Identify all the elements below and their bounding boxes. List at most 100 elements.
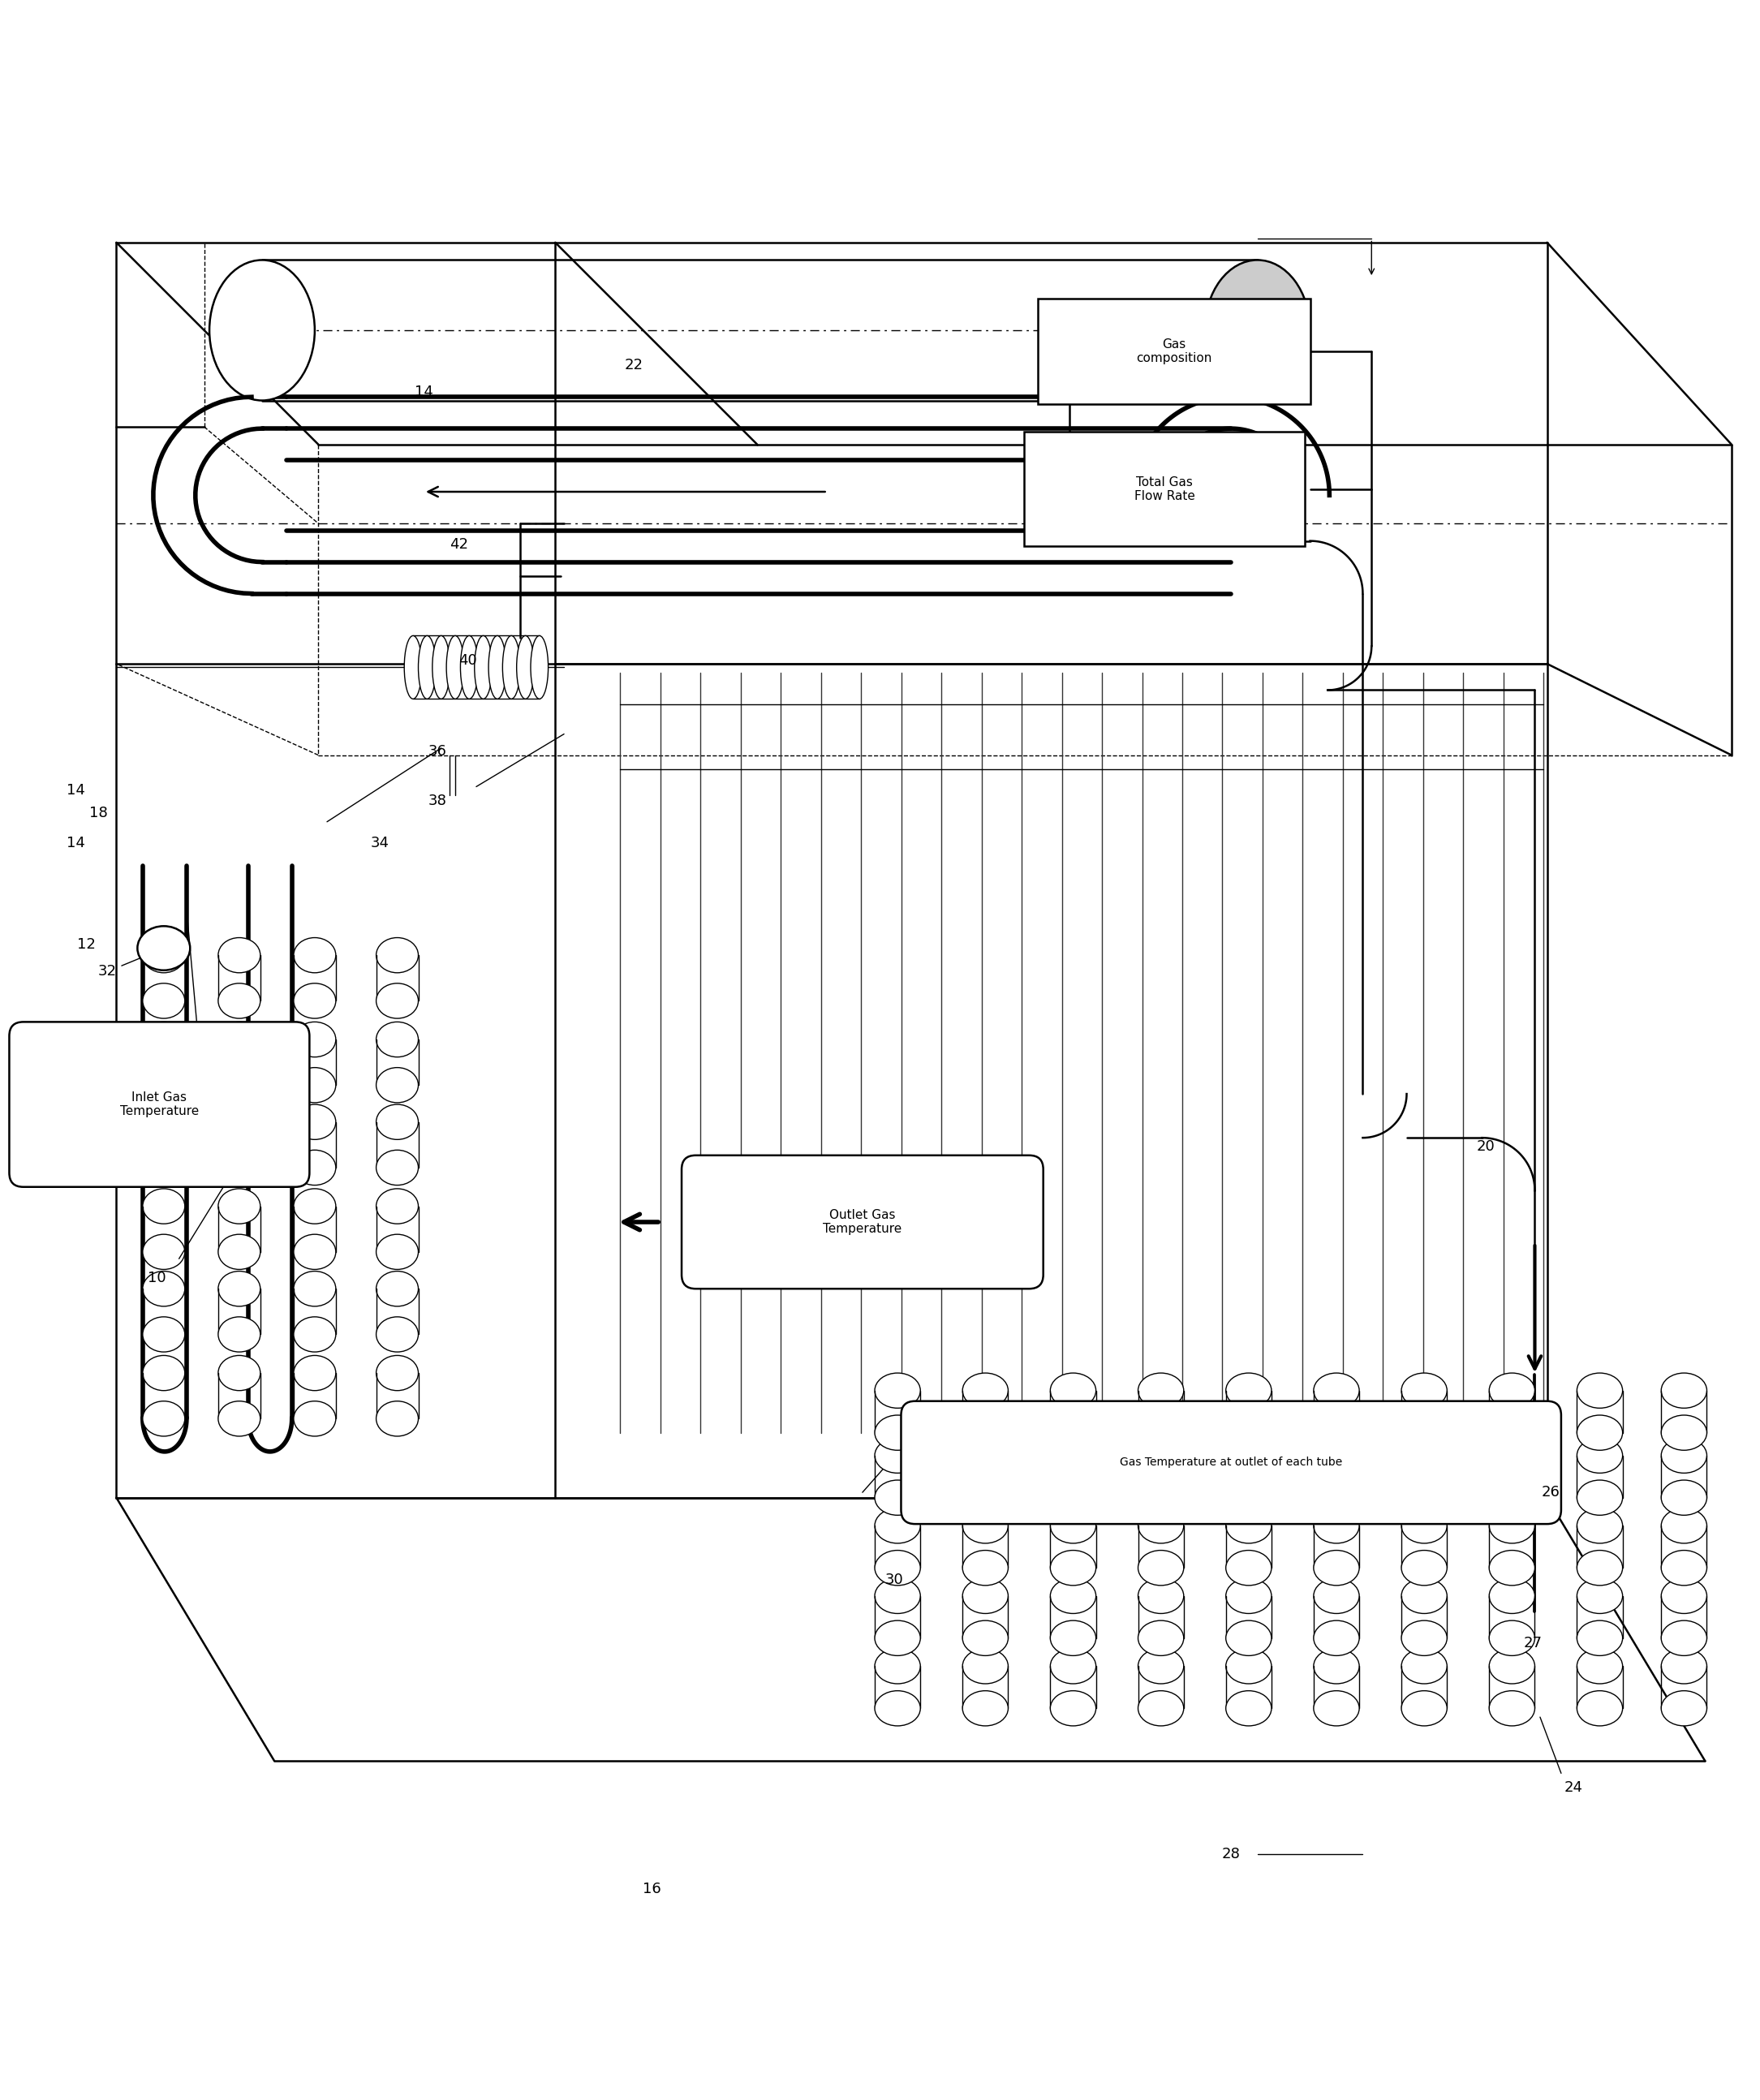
Ellipse shape <box>1139 1649 1184 1684</box>
Ellipse shape <box>294 1401 336 1436</box>
Ellipse shape <box>963 1621 1008 1655</box>
Ellipse shape <box>1139 1508 1184 1544</box>
Ellipse shape <box>143 1401 185 1436</box>
Ellipse shape <box>1489 1373 1535 1409</box>
Ellipse shape <box>1225 1621 1271 1655</box>
Ellipse shape <box>875 1415 920 1451</box>
Ellipse shape <box>294 1235 336 1268</box>
Ellipse shape <box>963 1691 1008 1726</box>
Ellipse shape <box>963 1415 1008 1451</box>
Ellipse shape <box>377 1270 419 1306</box>
Ellipse shape <box>1661 1649 1707 1684</box>
Text: 26: 26 <box>1542 1485 1559 1499</box>
Ellipse shape <box>1139 1550 1184 1586</box>
Ellipse shape <box>218 937 260 972</box>
Text: 20: 20 <box>1477 1138 1494 1153</box>
Ellipse shape <box>377 937 419 972</box>
Ellipse shape <box>1661 1439 1707 1472</box>
Ellipse shape <box>503 636 521 699</box>
Ellipse shape <box>377 1023 419 1056</box>
Bar <box>1038 298 1309 403</box>
Ellipse shape <box>1401 1415 1447 1451</box>
Ellipse shape <box>875 1373 920 1409</box>
Ellipse shape <box>143 983 185 1018</box>
Text: 42: 42 <box>449 538 468 552</box>
Text: 10: 10 <box>148 1270 165 1285</box>
Text: Outlet Gas
Temperature: Outlet Gas Temperature <box>824 1210 901 1235</box>
Ellipse shape <box>489 636 507 699</box>
Ellipse shape <box>1313 1439 1359 1472</box>
FancyBboxPatch shape <box>9 1023 310 1186</box>
Ellipse shape <box>963 1439 1008 1472</box>
Ellipse shape <box>532 636 547 699</box>
Ellipse shape <box>875 1480 920 1516</box>
Text: 16: 16 <box>642 1882 662 1896</box>
Ellipse shape <box>875 1579 920 1613</box>
Text: 14: 14 <box>67 836 84 851</box>
Ellipse shape <box>1661 1579 1707 1613</box>
Ellipse shape <box>143 1354 185 1390</box>
Ellipse shape <box>875 1550 920 1586</box>
Ellipse shape <box>377 1067 419 1102</box>
Ellipse shape <box>218 1023 260 1056</box>
Ellipse shape <box>377 1354 419 1390</box>
Ellipse shape <box>218 1105 260 1140</box>
Ellipse shape <box>1051 1415 1096 1451</box>
Ellipse shape <box>1051 1691 1096 1726</box>
Ellipse shape <box>419 636 436 699</box>
Ellipse shape <box>1401 1691 1447 1726</box>
Ellipse shape <box>1577 1579 1623 1613</box>
Ellipse shape <box>1051 1649 1096 1684</box>
Ellipse shape <box>963 1508 1008 1544</box>
Ellipse shape <box>1489 1649 1535 1684</box>
Ellipse shape <box>1225 1691 1271 1726</box>
Ellipse shape <box>1139 1373 1184 1409</box>
Text: 24: 24 <box>1565 1781 1582 1795</box>
Text: 14: 14 <box>67 783 84 798</box>
Ellipse shape <box>963 1579 1008 1613</box>
Ellipse shape <box>1401 1480 1447 1516</box>
Ellipse shape <box>377 1317 419 1352</box>
Ellipse shape <box>1577 1621 1623 1655</box>
Ellipse shape <box>1051 1373 1096 1409</box>
Ellipse shape <box>1577 1550 1623 1586</box>
Ellipse shape <box>1313 1550 1359 1586</box>
Ellipse shape <box>1401 1439 1447 1472</box>
Ellipse shape <box>1139 1415 1184 1451</box>
Ellipse shape <box>1313 1415 1359 1451</box>
Ellipse shape <box>1577 1480 1623 1516</box>
Ellipse shape <box>1577 1691 1623 1726</box>
Ellipse shape <box>963 1480 1008 1516</box>
Ellipse shape <box>143 1317 185 1352</box>
Ellipse shape <box>1577 1649 1623 1684</box>
Ellipse shape <box>1661 1480 1707 1516</box>
Ellipse shape <box>1401 1649 1447 1684</box>
Ellipse shape <box>1139 1621 1184 1655</box>
Ellipse shape <box>875 1439 920 1472</box>
FancyBboxPatch shape <box>901 1401 1561 1525</box>
Text: 36: 36 <box>428 743 447 758</box>
Text: 14: 14 <box>414 384 433 399</box>
Ellipse shape <box>1489 1691 1535 1726</box>
Ellipse shape <box>294 1067 336 1102</box>
Text: 27: 27 <box>1524 1636 1542 1651</box>
Ellipse shape <box>143 1189 185 1224</box>
Ellipse shape <box>1401 1550 1447 1586</box>
Ellipse shape <box>461 636 479 699</box>
Ellipse shape <box>1051 1579 1096 1613</box>
Ellipse shape <box>294 1189 336 1224</box>
Ellipse shape <box>405 636 422 699</box>
Ellipse shape <box>1489 1550 1535 1586</box>
Ellipse shape <box>1225 1550 1271 1586</box>
Ellipse shape <box>1225 1373 1271 1409</box>
Ellipse shape <box>218 1401 260 1436</box>
Ellipse shape <box>1489 1579 1535 1613</box>
Ellipse shape <box>1313 1480 1359 1516</box>
Ellipse shape <box>1661 1373 1707 1409</box>
Ellipse shape <box>447 636 465 699</box>
Ellipse shape <box>1225 1649 1271 1684</box>
Text: Inlet Gas
Temperature: Inlet Gas Temperature <box>120 1092 199 1117</box>
Ellipse shape <box>218 1317 260 1352</box>
Ellipse shape <box>1661 1415 1707 1451</box>
Ellipse shape <box>377 1235 419 1268</box>
